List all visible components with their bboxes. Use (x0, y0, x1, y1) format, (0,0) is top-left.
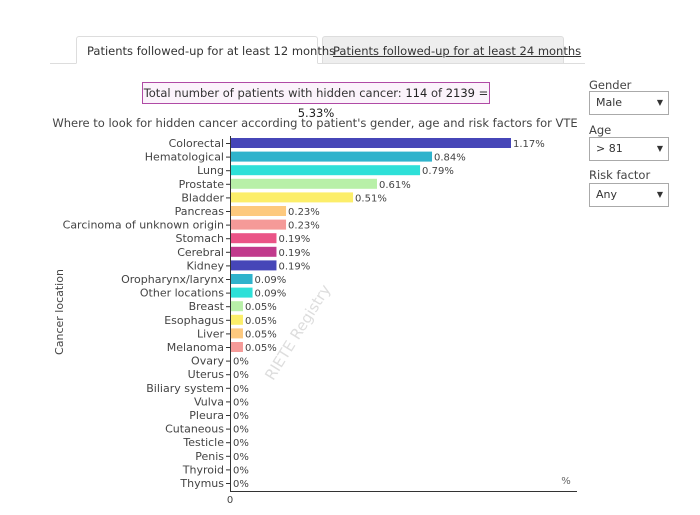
value-label: 0.19% (278, 234, 310, 245)
summary-prefix: Total number of patients with hidden can… (143, 86, 406, 100)
risk-factor-label: Risk factor (589, 168, 651, 182)
value-label: 1.17% (513, 139, 545, 150)
value-label: 0.09% (255, 275, 287, 286)
age-value: > 81 (596, 142, 623, 155)
value-label: 0% (233, 438, 249, 449)
bar[interactable] (231, 206, 287, 216)
summary-of: of (427, 86, 446, 100)
bar[interactable] (231, 301, 243, 312)
tab-12-months[interactable]: Patients followed-up for at least 12 mon… (76, 36, 335, 64)
category-label: Pleura (189, 409, 224, 422)
value-label: 0.23% (288, 207, 320, 218)
value-label: 0.05% (245, 343, 277, 354)
gender-value: Male (596, 96, 623, 109)
category-label: Lung (197, 164, 224, 177)
value-label: 0.05% (245, 316, 277, 327)
chart-title: Where to look for hidden cancer accordin… (52, 116, 578, 130)
category-label: Thyroid (182, 463, 224, 476)
category-label: Kidney (186, 259, 224, 272)
bar[interactable] (231, 192, 354, 203)
bar[interactable] (231, 328, 243, 339)
value-label: 0% (233, 370, 249, 381)
hidden-cancer-summary: Total number of patients with hidden can… (142, 82, 490, 120)
value-label: 0.51% (355, 193, 387, 204)
category-label: Pancreas (175, 205, 225, 218)
bar[interactable] (231, 219, 287, 230)
summary-percent: 5.33% (297, 106, 335, 120)
risk-factor-value: Any (596, 188, 618, 201)
value-label: 0.23% (288, 221, 320, 232)
value-label: 0% (233, 452, 249, 463)
gender-select[interactable]: Male ▼ (589, 91, 669, 115)
chevron-down-icon: ▼ (656, 144, 663, 153)
category-label: Biliary system (146, 382, 224, 395)
category-label: Melanoma (167, 341, 224, 354)
category-label: Esophagus (164, 314, 224, 327)
summary-total: 2139 (445, 86, 475, 100)
category-label: Colorectal (169, 137, 224, 150)
category-label: Oropharynx/larynx (121, 273, 224, 286)
value-label: 0.19% (278, 248, 310, 259)
value-label: 0.05% (245, 329, 277, 340)
value-label: 0.05% (245, 302, 277, 313)
category-label: Breast (189, 300, 225, 313)
value-label: 0% (233, 479, 249, 490)
chevron-down-icon: ▼ (656, 98, 663, 107)
risk-factor-select[interactable]: Any ▼ (589, 183, 669, 207)
bar[interactable] (231, 274, 253, 284)
category-label: Testicle (182, 436, 224, 449)
bar[interactable] (231, 287, 253, 298)
category-label: Cutaneous (165, 423, 224, 436)
bars-group: Colorectal 1.17% Hematological 0.84% Lung 0.7… (63, 137, 545, 490)
category-label: Vulva (194, 395, 224, 408)
age-label: Age (589, 123, 612, 137)
value-label: 0.19% (278, 261, 310, 272)
category-label: Liver (197, 327, 224, 340)
chevron-down-icon: ▼ (656, 190, 663, 199)
value-label: 0.61% (379, 180, 411, 191)
category-label: Carcinoma of unknown origin (63, 219, 224, 232)
x-axis-tick-zero: 0 (227, 495, 233, 506)
value-label: 0% (233, 397, 249, 408)
value-label: 0.79% (422, 166, 454, 177)
bar[interactable] (231, 342, 243, 352)
value-label: 0% (233, 384, 249, 395)
bar[interactable] (231, 260, 277, 271)
category-label: Stomach (175, 232, 224, 245)
category-label: Prostate (179, 178, 225, 191)
bar[interactable] (231, 151, 433, 162)
value-label: 0.84% (434, 153, 466, 164)
category-label: Cerebral (177, 246, 224, 259)
bar[interactable] (231, 165, 421, 176)
value-label: 0% (233, 411, 249, 422)
gender-label: Gender (589, 78, 632, 92)
y-axis-title: Cancer location (53, 269, 66, 355)
bar[interactable] (231, 138, 511, 148)
category-label: Thymus (179, 477, 224, 490)
bar[interactable] (231, 233, 277, 244)
category-label: Other locations (140, 287, 224, 300)
category-label: Uterus (188, 368, 225, 381)
bar[interactable] (231, 246, 277, 257)
category-label: Ovary (191, 355, 224, 368)
value-label: 0% (233, 357, 249, 368)
age-select[interactable]: > 81 ▼ (589, 137, 669, 161)
x-axis-unit: % (561, 476, 571, 487)
category-label: Penis (195, 450, 224, 463)
value-label: 0% (233, 425, 249, 436)
summary-count: 114 (405, 86, 428, 100)
summary-eq: = (474, 86, 489, 100)
category-label: Bladder (181, 191, 224, 204)
category-label: Hematological (145, 151, 224, 164)
value-label: 0.09% (255, 289, 287, 300)
bar[interactable] (231, 314, 243, 325)
bar[interactable] (231, 178, 377, 189)
value-label: 0% (233, 465, 249, 476)
